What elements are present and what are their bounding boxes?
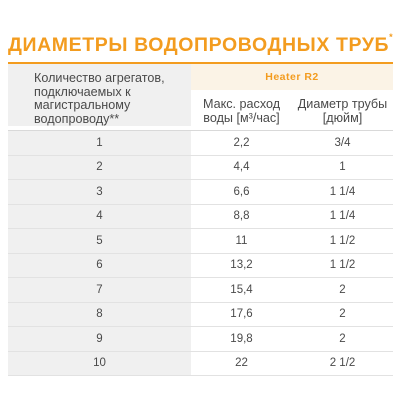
title-text: ДИАМЕТРЫ ВОДОПРОВОДНЫХ ТРУБ xyxy=(8,34,390,56)
pipe-diameter-cell: 1 1/4 xyxy=(329,210,356,223)
table-row: 4 8,8 1 1/4 xyxy=(8,203,393,228)
units-count-cell: 1 xyxy=(8,131,191,155)
table-row: 1 2,2 3/4 xyxy=(8,130,393,155)
units-count-cell: 7 xyxy=(8,278,191,302)
flow-rate-cell: 13,2 xyxy=(230,259,253,272)
table-body: 1 2,2 3/4 2 4,4 1 3 6,6 1 1/4 4 8,8 1 1/… xyxy=(8,130,393,376)
pipe-diameter-cell: 1 1/2 xyxy=(329,234,356,247)
title-footnote-mark: * xyxy=(389,32,394,42)
flow-rate-cell: 4,4 xyxy=(233,161,250,174)
flow-rate-cell: 6,6 xyxy=(233,185,250,198)
model-header-group: Heater R2 Макс. расход воды [м³/час] Диа… xyxy=(191,64,393,130)
pipe-diameter-cell: 1 1/2 xyxy=(329,259,356,272)
pipe-diameter-cell: 2 xyxy=(339,283,346,296)
pipe-diameter-table: Количество агрегатов, подключаемых к маг… xyxy=(8,62,393,376)
flow-rate-cell: 2,2 xyxy=(233,136,250,149)
table-header: Количество агрегатов, подключаемых к маг… xyxy=(8,64,393,130)
flow-rate-cell: 11 xyxy=(235,234,248,247)
pipe-diameter-cell: 2 1/2 xyxy=(329,357,356,370)
flow-rate-cell: 15,4 xyxy=(230,283,253,296)
flow-rate-cell: 8,8 xyxy=(233,210,250,223)
units-count-cell: 4 xyxy=(8,204,191,228)
table-row: 8 17,6 2 xyxy=(8,301,393,326)
table-row: 5 11 1 1/2 xyxy=(8,228,393,253)
subheader-row: Макс. расход воды [м³/час] Диаметр трубы… xyxy=(191,90,393,130)
units-count-cell: 6 xyxy=(8,253,191,277)
units-count-cell: 10 xyxy=(8,351,191,375)
table-row: 6 13,2 1 1/2 xyxy=(8,252,393,277)
table-row: 10 22 2 1/2 xyxy=(8,350,393,376)
flow-rate-cell: 22 xyxy=(235,357,248,370)
units-count-cell: 8 xyxy=(8,302,191,326)
units-count-header: Количество агрегатов, подключаемых к маг… xyxy=(8,64,191,126)
flow-rate-cell: 19,8 xyxy=(230,332,253,345)
table-row: 9 19,8 2 xyxy=(8,326,393,351)
pipe-diameter-cell: 2 xyxy=(339,308,346,321)
flow-rate-cell: 17,6 xyxy=(230,308,253,321)
pipe-diameter-cell: 1 xyxy=(339,161,346,174)
pipe-diameter-cell: 1 1/4 xyxy=(329,185,356,198)
flow-rate-header: Макс. расход воды [м³/час] xyxy=(202,96,281,126)
units-count-cell: 5 xyxy=(8,229,191,253)
units-count-cell: 3 xyxy=(8,180,191,204)
pipe-diameter-header: Диаметр трубы [дюйм] xyxy=(297,96,388,126)
table-row: 7 15,4 2 xyxy=(8,277,393,302)
model-name: Heater R2 xyxy=(191,64,393,90)
table-row: 3 6,6 1 1/4 xyxy=(8,179,393,204)
table-row: 2 4,4 1 xyxy=(8,154,393,179)
units-count-cell: 9 xyxy=(8,327,191,351)
page-title: ДИАМЕТРЫ ВОДОПРОВОДНЫХ ТРУБ* xyxy=(8,32,394,57)
pipe-diameter-cell: 3/4 xyxy=(334,136,351,149)
units-count-cell: 2 xyxy=(8,155,191,179)
pipe-diameter-cell: 2 xyxy=(339,332,346,345)
